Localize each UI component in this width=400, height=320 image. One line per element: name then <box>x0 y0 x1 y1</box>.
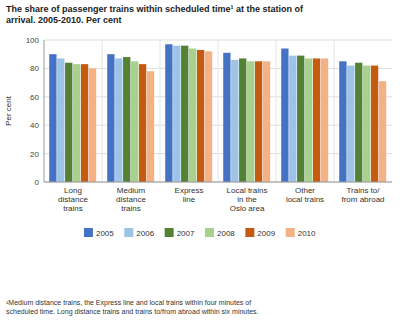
separators <box>102 40 334 182</box>
grid-line <box>44 182 392 183</box>
legend-label: 2009 <box>257 229 275 238</box>
legend-label: 2007 <box>177 229 195 238</box>
legend-item: 2009 <box>245 228 275 238</box>
x-tick-label: Trains to/from abroad <box>341 186 384 204</box>
bar <box>339 61 346 182</box>
group-separator <box>276 40 277 182</box>
group-separator <box>218 40 219 182</box>
title: The share of passenger trains within sch… <box>6 4 304 25</box>
x-tick-label: Local trainsin theOslo area <box>227 186 268 213</box>
y-tick-label: 20 <box>30 150 39 159</box>
bar <box>81 64 88 182</box>
chart: The share of passenger trains within sch… <box>0 0 400 320</box>
bar <box>379 81 386 182</box>
x-axis-line <box>44 182 392 183</box>
bar <box>89 68 96 182</box>
bar <box>189 49 196 182</box>
y-axis-line <box>44 40 45 182</box>
bar <box>313 58 320 182</box>
legend-item: 2006 <box>124 228 154 238</box>
bar <box>65 63 72 182</box>
bar <box>321 58 328 182</box>
x-tick-label: Expressline <box>175 186 204 204</box>
x-tick-label: Mediumdistancetrains <box>116 186 146 213</box>
legend-label: 2010 <box>298 229 316 238</box>
y-tick-label: 100 <box>26 36 40 45</box>
bar <box>347 66 354 182</box>
legend-label: 2005 <box>96 229 114 238</box>
bar <box>73 64 80 182</box>
bar <box>255 61 262 182</box>
x-tick-label: Otherlocal trains <box>286 186 324 204</box>
legend-swatch <box>124 228 133 237</box>
legend-swatch <box>286 228 295 237</box>
bar <box>165 44 172 182</box>
y-tick-label: 40 <box>30 121 39 130</box>
bar <box>231 60 238 182</box>
legend-swatch <box>165 228 174 237</box>
bar <box>49 54 56 182</box>
legend: 2005 2006 2007 2008 2009 2010 <box>84 228 316 238</box>
bar <box>115 58 122 182</box>
y-tick-label: 80 <box>30 64 39 73</box>
legend-item: 2010 <box>286 228 316 238</box>
bar <box>371 66 378 182</box>
bar <box>223 53 230 182</box>
bar <box>107 54 114 182</box>
y-tick-label: 60 <box>30 93 39 102</box>
bar <box>197 50 204 182</box>
x-tick-label: Longdistancetrains <box>58 186 88 213</box>
bar <box>263 61 270 182</box>
legend-swatch <box>205 228 214 237</box>
y-tick-label: 0 <box>35 178 40 187</box>
y-axis: 0 20 40 60 80 100 <box>26 36 40 187</box>
bar <box>305 58 312 182</box>
bars <box>49 44 386 182</box>
legend-swatch <box>84 228 93 237</box>
x-axis: Longdistancetrains Mediumdistancetrains Ex… <box>58 186 384 213</box>
bar <box>181 46 188 182</box>
y-axis-label: Per cent <box>4 95 13 126</box>
bar <box>173 46 180 182</box>
footnote: ¹Medium distance trains, the Express lin… <box>6 299 259 316</box>
legend-item: 2007 <box>165 228 195 238</box>
legend-item: 2005 <box>84 228 114 238</box>
bar <box>363 66 370 182</box>
bar <box>131 61 138 182</box>
legend-label: 2006 <box>136 229 154 238</box>
grid <box>44 40 392 182</box>
bar <box>289 56 296 182</box>
legend-item: 2008 <box>205 228 235 238</box>
legend-label: 2008 <box>217 229 235 238</box>
group-separator <box>160 40 161 182</box>
bar <box>281 49 288 182</box>
bar <box>355 63 362 182</box>
group-separator <box>334 40 335 182</box>
legend-swatch <box>245 228 254 237</box>
bar <box>139 64 146 182</box>
bar <box>247 61 254 182</box>
group-separator <box>102 40 103 182</box>
bar <box>57 58 64 182</box>
bar <box>123 57 130 182</box>
bar <box>297 56 304 182</box>
bar <box>147 71 154 182</box>
bar <box>205 51 212 182</box>
bar <box>239 58 246 182</box>
